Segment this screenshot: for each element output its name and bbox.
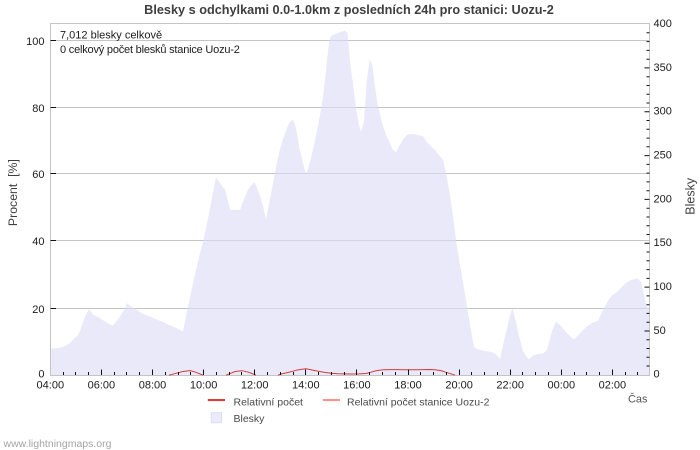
svg-text:12:00: 12:00 [241, 380, 269, 392]
svg-text:18:00: 18:00 [394, 380, 422, 392]
svg-text:0: 0 [38, 369, 44, 381]
svg-text:300: 300 [654, 106, 672, 118]
svg-text:0: 0 [654, 369, 660, 381]
svg-text:250: 250 [654, 150, 672, 162]
svg-text:Procent [%]: Procent [%] [6, 159, 20, 226]
svg-text:04:00: 04:00 [37, 380, 65, 392]
svg-text:40: 40 [32, 236, 44, 248]
svg-text:Blesky s odchylkami 0.0-1.0km: Blesky s odchylkami 0.0-1.0km z poslední… [144, 3, 554, 17]
svg-text:Blesky: Blesky [684, 177, 698, 215]
svg-text:Relativní počet stanice Uozu-2: Relativní počet stanice Uozu-2 [347, 396, 490, 408]
svg-text:350: 350 [654, 62, 672, 74]
svg-text:60: 60 [32, 169, 44, 181]
svg-text:22:00: 22:00 [496, 380, 524, 392]
svg-text:20: 20 [32, 304, 44, 316]
svg-text:00:00: 00:00 [548, 380, 576, 392]
svg-text:50: 50 [654, 325, 666, 337]
svg-text:150: 150 [654, 237, 672, 249]
svg-text:Relativní počet: Relativní počet [234, 396, 304, 408]
svg-text:400: 400 [654, 18, 672, 30]
svg-text:16:00: 16:00 [343, 380, 371, 392]
svg-text:10:00: 10:00 [190, 380, 218, 392]
svg-text:7,012 blesky celkově: 7,012 blesky celkově [60, 30, 162, 42]
svg-text:0 celkový počet blesků stanice: 0 celkový počet blesků stanice Uozu-2 [60, 44, 240, 56]
svg-text:06:00: 06:00 [88, 380, 116, 392]
svg-text:Čas: Čas [628, 393, 648, 406]
svg-text:20:00: 20:00 [445, 380, 473, 392]
svg-text:Blesky: Blesky [234, 413, 266, 425]
svg-text:02:00: 02:00 [599, 380, 627, 392]
svg-text:www.lightningmaps.org: www.lightningmaps.org [3, 438, 112, 450]
svg-text:14:00: 14:00 [292, 380, 320, 392]
svg-text:08:00: 08:00 [139, 380, 167, 392]
svg-text:200: 200 [654, 193, 672, 205]
svg-text:80: 80 [32, 103, 44, 115]
svg-text:100: 100 [26, 36, 44, 48]
svg-text:100: 100 [654, 281, 672, 293]
